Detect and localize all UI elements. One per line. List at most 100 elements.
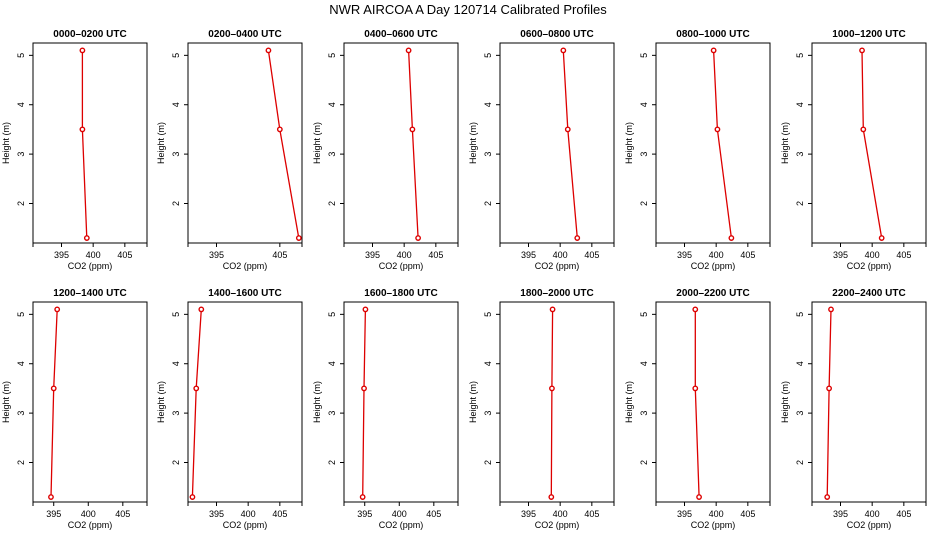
data-point <box>409 126 416 133</box>
y-axis-label: Height (m) <box>1 381 11 423</box>
y-axis-label: Height (m) <box>156 381 166 423</box>
x-axis-label: CO2 (ppm) <box>68 520 113 530</box>
data-point <box>415 235 421 241</box>
y-tick-label: 2 <box>16 201 26 206</box>
panel-title: 2200–2400 UTC <box>832 288 905 299</box>
data-point <box>54 306 61 313</box>
data-point <box>48 494 54 500</box>
y-tick-label: 4 <box>327 361 337 366</box>
panel-title: 0800–1000 UTC <box>676 29 749 40</box>
chart-panel: 0000–0200 UTC 395 400 405 2 3 4 5 CO2 (ppm) Heigh… <box>1 29 148 271</box>
x-axis-label: CO2 (ppm) <box>535 520 580 530</box>
x-tick-label: 395 <box>46 509 61 519</box>
x-axis-label: CO2 (ppm) <box>691 520 736 530</box>
data-point <box>79 126 86 133</box>
plot-frame <box>187 42 303 244</box>
x-tick-label: 400 <box>392 509 407 519</box>
x-tick-label: 405 <box>584 250 599 260</box>
x-tick-label: 395 <box>365 250 380 260</box>
x-tick-label: 405 <box>272 250 287 260</box>
chart-panel: 0400–0600 UTC 395 400 405 2 3 4 5 CO2 (ppm) Heigh… <box>312 29 459 271</box>
profile-line <box>81 50 88 239</box>
data-point <box>50 385 57 392</box>
profile-line <box>191 309 202 498</box>
plot-frame <box>343 301 459 503</box>
y-axis-label: Height (m) <box>1 122 11 164</box>
y-axis-label: Height (m) <box>312 122 322 164</box>
y-tick-label: 3 <box>327 411 337 416</box>
profile-line <box>267 50 300 239</box>
chart-panel: 1800–2000 UTC 395 400 405 2 3 4 5 CO2 (ppm) Heigh… <box>468 288 615 530</box>
profile-line <box>362 309 367 498</box>
x-tick-label: 400 <box>865 509 880 519</box>
x-tick-label: 395 <box>521 250 536 260</box>
plot-frame <box>655 42 771 244</box>
y-tick-label: 2 <box>483 201 493 206</box>
x-tick-label: 400 <box>81 509 96 519</box>
x-tick-label: 395 <box>209 250 224 260</box>
data-point <box>265 47 272 54</box>
panel-title: 2000–2200 UTC <box>676 288 749 299</box>
data-point <box>878 235 885 241</box>
y-tick-label: 5 <box>639 312 649 317</box>
chart-panel: 2000–2200 UTC 395 400 405 2 3 4 5 CO2 (ppm) Heigh… <box>624 288 771 530</box>
x-tick-label: 400 <box>709 509 724 519</box>
y-tick-label: 4 <box>483 102 493 107</box>
x-tick-label: 395 <box>521 509 536 519</box>
y-tick-label: 3 <box>795 152 805 157</box>
x-tick-label: 405 <box>428 250 443 260</box>
data-point <box>276 126 283 133</box>
data-point <box>714 126 721 133</box>
y-tick-label: 2 <box>327 460 337 465</box>
data-point <box>564 126 571 133</box>
y-tick-label: 2 <box>171 201 181 206</box>
y-tick-label: 2 <box>483 460 493 465</box>
x-tick-label: 405 <box>272 509 287 519</box>
y-axis-label: Height (m) <box>780 122 790 164</box>
chart-panel: 1000–1200 UTC 395 400 405 2 3 4 5 CO2 (ppm) Heigh… <box>780 29 927 271</box>
y-tick-label: 4 <box>483 361 493 366</box>
y-tick-label: 2 <box>639 460 649 465</box>
y-axis-label: Height (m) <box>624 122 634 164</box>
y-tick-label: 3 <box>795 411 805 416</box>
x-tick-label: 395 <box>54 250 69 260</box>
y-tick-label: 2 <box>171 460 181 465</box>
y-tick-label: 3 <box>639 152 649 157</box>
x-tick-label: 395 <box>677 509 692 519</box>
y-tick-label: 4 <box>795 361 805 366</box>
data-point <box>549 385 555 392</box>
y-axis-label: Height (m) <box>312 381 322 423</box>
y-axis-label: Height (m) <box>624 381 634 423</box>
x-tick-label: 405 <box>896 509 911 519</box>
y-tick-label: 4 <box>171 102 181 107</box>
y-tick-label: 5 <box>483 312 493 317</box>
x-tick-label: 405 <box>740 509 755 519</box>
x-axis-label: CO2 (ppm) <box>68 261 113 271</box>
y-tick-label: 5 <box>171 312 181 317</box>
x-axis-label: CO2 (ppm) <box>847 261 892 271</box>
data-point <box>828 306 834 313</box>
data-point <box>549 306 556 313</box>
x-tick-label: 400 <box>865 250 880 260</box>
y-tick-label: 4 <box>639 361 649 366</box>
y-tick-label: 2 <box>16 460 26 465</box>
x-tick-label: 400 <box>553 509 568 519</box>
data-point <box>860 126 867 133</box>
plot-frame <box>655 301 771 503</box>
y-tick-label: 3 <box>639 411 649 416</box>
profile-line <box>826 309 832 498</box>
profile-line <box>50 309 58 498</box>
data-point <box>560 47 567 54</box>
y-tick-label: 3 <box>171 152 181 157</box>
panel-title: 0000–0200 UTC <box>53 29 126 40</box>
x-tick-label: 400 <box>241 509 256 519</box>
y-tick-label: 3 <box>327 152 337 157</box>
y-tick-label: 5 <box>639 53 649 58</box>
x-tick-label: 405 <box>426 509 441 519</box>
x-tick-label: 405 <box>896 250 911 260</box>
x-axis-label: CO2 (ppm) <box>379 520 424 530</box>
y-tick-label: 5 <box>327 312 337 317</box>
data-point <box>362 306 369 313</box>
profile-line <box>407 50 419 239</box>
y-tick-label: 4 <box>171 361 181 366</box>
